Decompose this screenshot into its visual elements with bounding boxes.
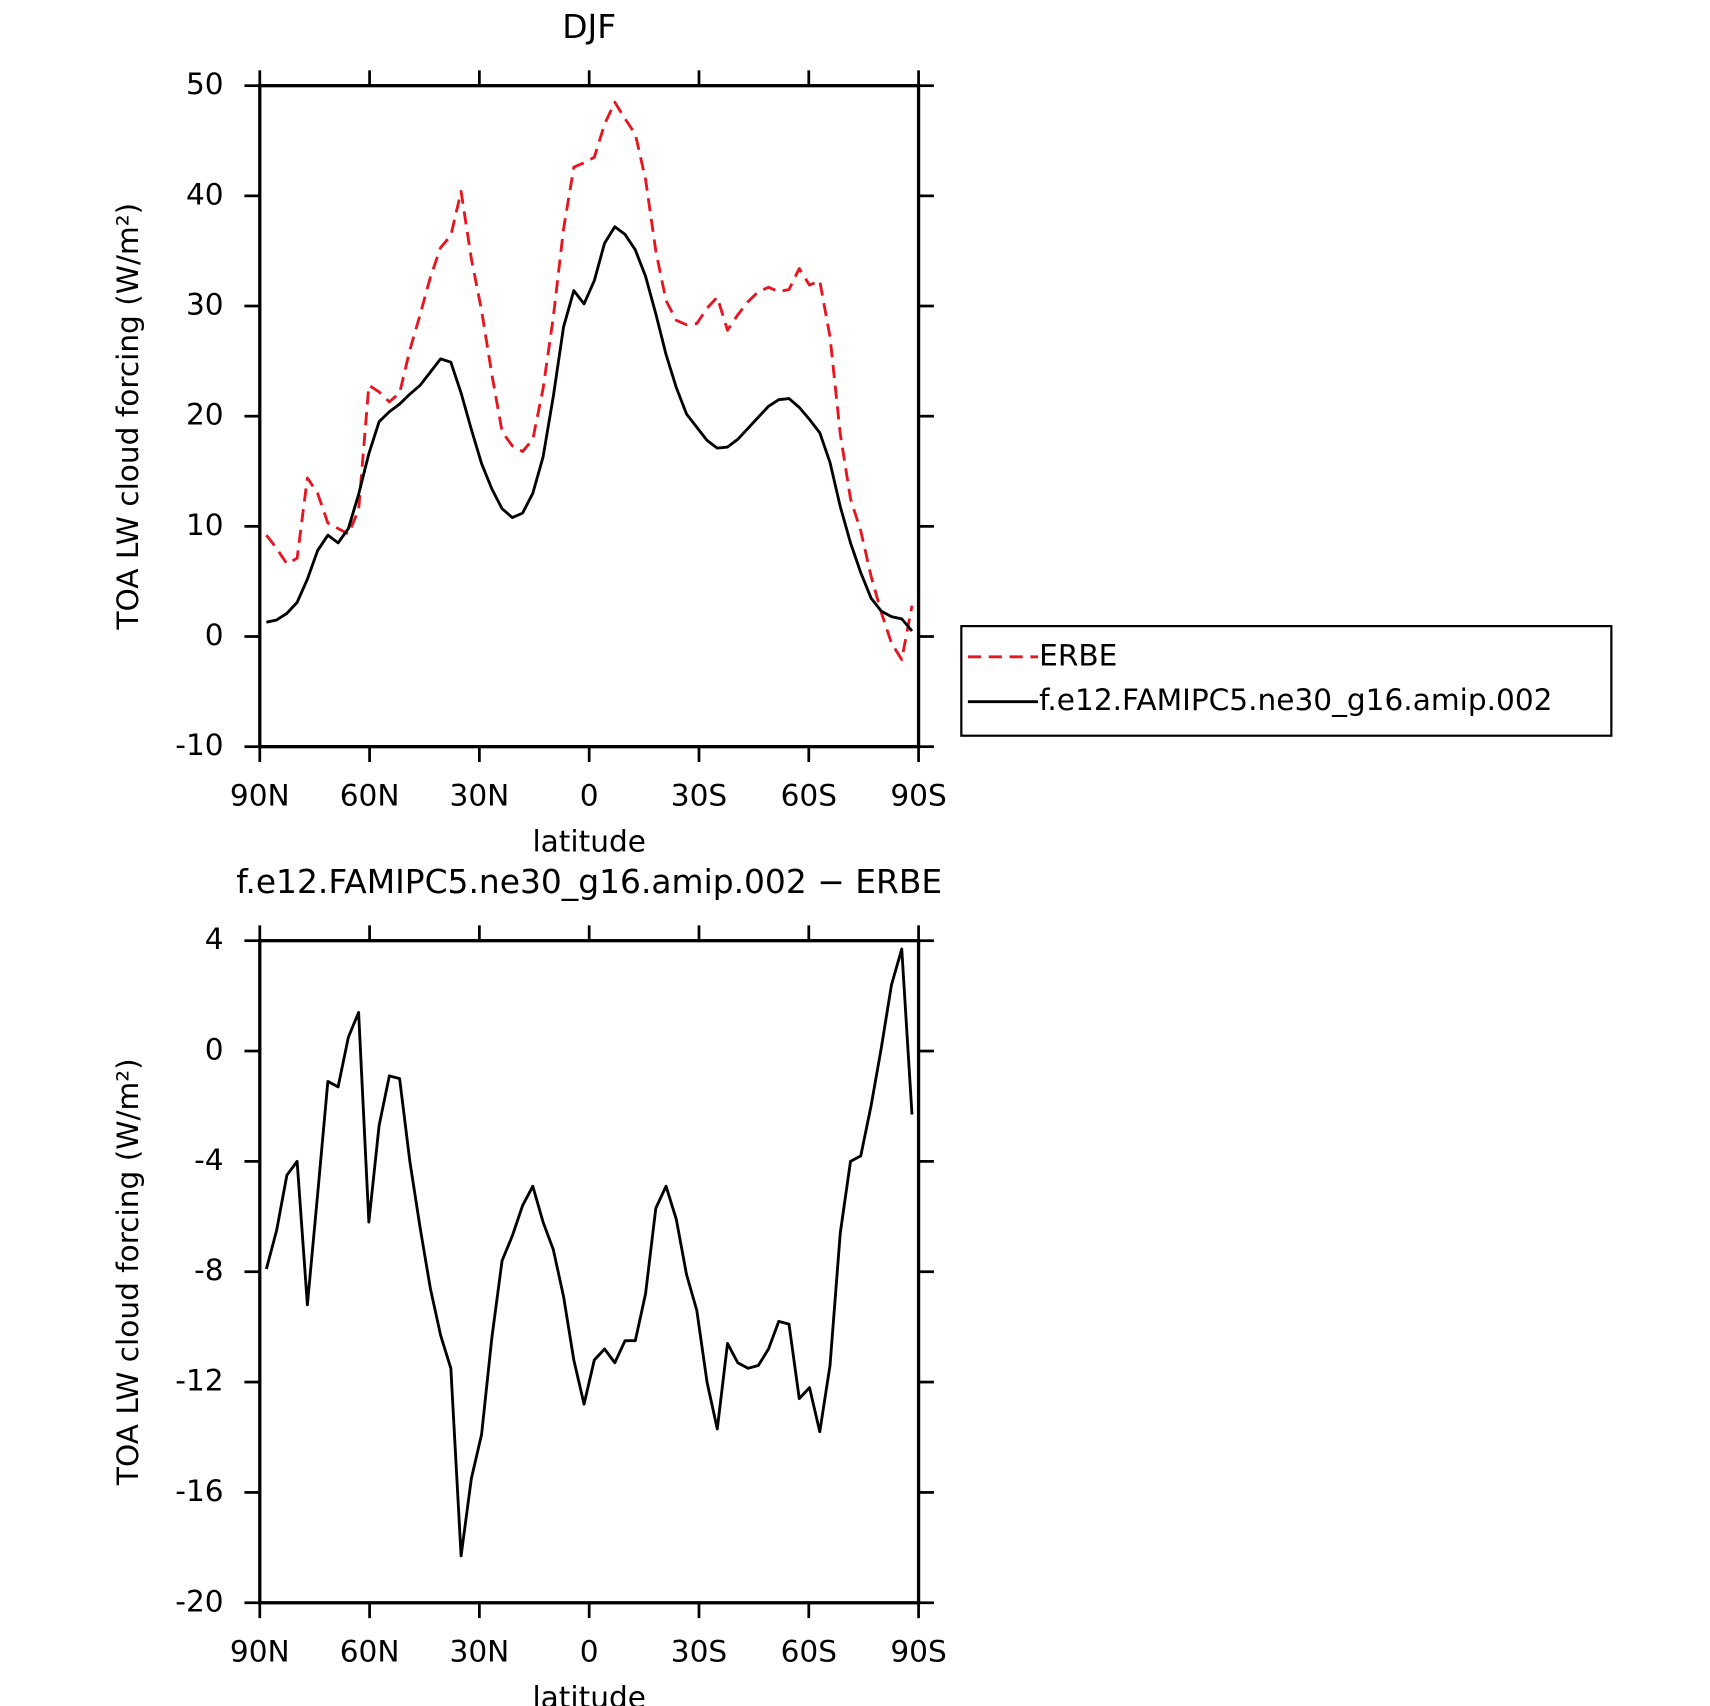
series-line <box>265 100 914 662</box>
chart-title: f.e12.FAMIPC5.ne30_g16.amip.002 − ERBE <box>236 862 942 901</box>
y-tick-label: 0 <box>205 618 224 652</box>
x-tick-label: 60S <box>781 1635 837 1669</box>
y-tick-label: 4 <box>205 922 224 956</box>
legend-box <box>960 625 1613 737</box>
x-tick-label: 30N <box>450 1635 510 1669</box>
x-tick-label: 60N <box>340 1635 400 1669</box>
x-tick-label: 60N <box>340 779 400 813</box>
x-tick-label: 30S <box>671 779 727 813</box>
x-tick-label: 90S <box>890 779 946 813</box>
x-tick-label: 90N <box>230 1635 290 1669</box>
x-tick-label: 0 <box>580 1635 599 1669</box>
y-tick-label: 0 <box>205 1033 224 1067</box>
x-axis-label: latitude <box>532 825 645 859</box>
y-tick-label: 10 <box>186 508 224 542</box>
x-tick-label: 0 <box>580 779 599 813</box>
legend-label: ERBE <box>1039 638 1117 672</box>
y-tick-label: 40 <box>186 177 224 211</box>
series-line <box>264 947 914 1558</box>
plot-frame <box>258 84 921 749</box>
y-tick-label: -8 <box>194 1253 224 1287</box>
y-axis-label: TOA LW cloud forcing (W/m²) <box>111 1058 145 1486</box>
plot-frame <box>258 939 921 1605</box>
y-tick-label: -10 <box>175 728 223 762</box>
series-line <box>266 225 914 632</box>
y-tick-label: 30 <box>186 288 224 322</box>
y-tick-label: -12 <box>175 1364 223 1398</box>
y-axis-label: TOA LW cloud forcing (W/m²) <box>111 203 145 631</box>
y-tick-label: 20 <box>186 398 224 432</box>
chart-title: DJF <box>562 7 616 46</box>
x-tick-label: 90N <box>230 779 290 813</box>
y-tick-label: 50 <box>186 67 224 101</box>
x-tick-label: 30N <box>450 779 510 813</box>
x-axis-label: latitude <box>532 1681 645 1706</box>
x-tick-label: 90S <box>890 1635 946 1669</box>
legend-label: f.e12.FAMIPC5.ne30_g16.amip.002 <box>1039 683 1552 717</box>
y-tick-label: -16 <box>175 1474 223 1508</box>
y-tick-label: -4 <box>194 1143 224 1177</box>
x-tick-label: 30S <box>671 1635 727 1669</box>
y-tick-label: -20 <box>175 1584 223 1618</box>
x-tick-label: 60S <box>781 779 837 813</box>
